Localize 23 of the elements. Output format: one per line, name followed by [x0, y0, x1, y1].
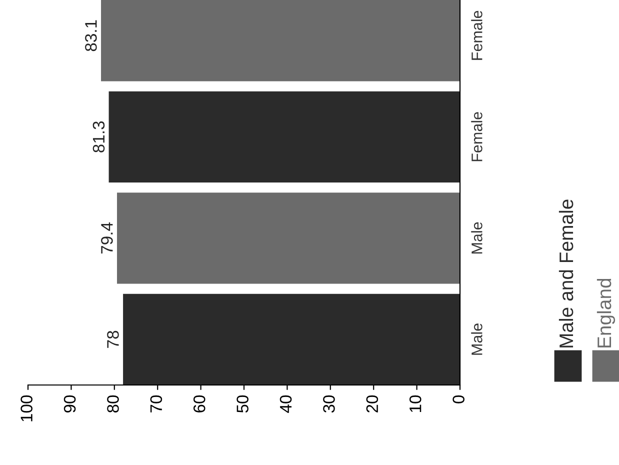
x-tick-label: 100 [20, 395, 32, 422]
text: England [596, 278, 616, 348]
y-tick-label: Male [471, 222, 482, 254]
x-tick-label: 20 [366, 395, 378, 412]
x-tick-label: 50 [236, 395, 248, 413]
data-label: 81.3 [92, 121, 105, 152]
x-tick-label: 10 [409, 395, 422, 412]
y-tick-label: Female [471, 112, 482, 162]
x-tick-label: 0 [452, 395, 464, 404]
text: Male and Female [558, 200, 574, 348]
data-label: 78 [107, 330, 119, 348]
bar [108, 91, 460, 182]
bar [123, 294, 460, 385]
y-tick-label: Male [471, 324, 482, 355]
x-tick-label: 70 [150, 395, 162, 412]
x-tick-label: 60 [193, 395, 206, 412]
x-tick-label: 40 [280, 395, 292, 413]
x-tick-label: 80 [107, 395, 119, 413]
data-label: 79.4 [101, 222, 113, 254]
y-tick-label: Female [471, 10, 482, 60]
x-tick-label: 30 [323, 395, 335, 413]
data-label: 83.1 [85, 20, 97, 52]
x-tick-label: 90 [64, 395, 76, 412]
